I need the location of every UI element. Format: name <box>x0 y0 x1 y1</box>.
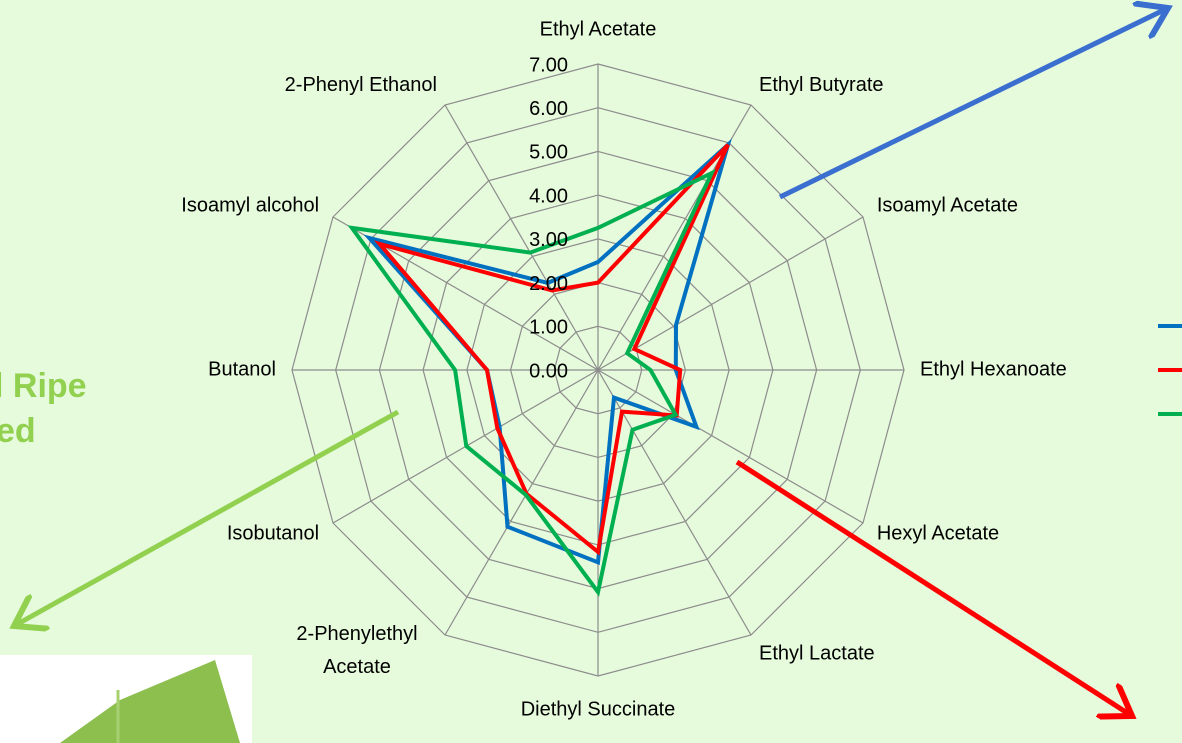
tick-label: 5.00 <box>529 142 568 164</box>
leaf-image <box>0 655 252 743</box>
page: 0.00 1.00 2.00 3.00 4.00 5.00 6.00 7.00 Ethyl Ac… <box>0 0 1182 743</box>
tick-label: 4.00 <box>529 185 568 207</box>
category-label: Butanol <box>208 358 276 380</box>
category-label: Hexyl Acetate <box>877 522 999 544</box>
annotation: ed <box>0 412 36 450</box>
category-label: Ethyl Butyrate <box>759 74 884 96</box>
chart: 0.00 1.00 2.00 3.00 4.00 5.00 6.00 7.00 Ethyl Ac… <box>0 0 1182 743</box>
tick-label: 0.00 <box>529 360 568 382</box>
tick-label: 2.00 <box>529 273 568 295</box>
category-label: Isoamyl alcohol <box>181 194 319 216</box>
tick-label: 7.00 <box>529 54 568 76</box>
category-label: Isoamyl Acetate <box>877 194 1018 216</box>
category-label: Isobutanol <box>227 522 319 544</box>
tick-label: 1.00 <box>529 317 568 339</box>
category-label: Ethyl Lactate <box>759 642 875 664</box>
tick-label: 6.00 <box>529 98 568 120</box>
category-label: Ethyl Acetate <box>540 18 657 40</box>
annotation: l Ripe <box>0 367 87 405</box>
tick-label: 3.00 <box>529 229 568 251</box>
category-label: Ethyl Hexanoate <box>920 358 1067 380</box>
category-label: Diethyl Succinate <box>521 698 676 720</box>
category-label: 2-Phenyl Ethanol <box>285 74 437 96</box>
